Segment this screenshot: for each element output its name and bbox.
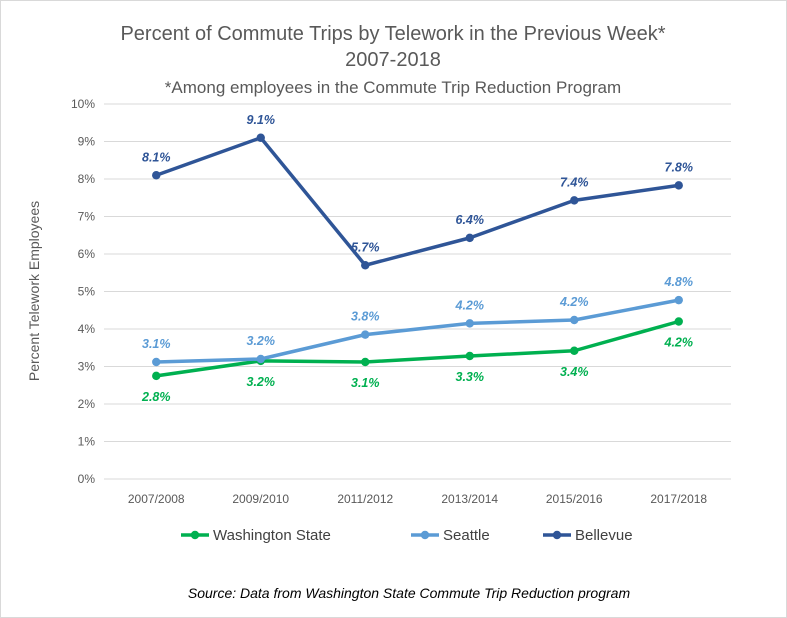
legend: Washington State Seattle Bellevue (181, 527, 633, 544)
data-point-bellevue (256, 133, 265, 142)
data-label-bellevue: 5.7% (351, 240, 380, 254)
data-labels: 2.8% 3.2% 3.1% 3.3% 3.4% 4.2% 3.1% 3.2% 3.8% 4.2%… (141, 113, 693, 404)
y-tick-label: 7% (78, 210, 96, 224)
legend-marker-seattle (420, 530, 430, 540)
legend-label-washington-state: Washington State (213, 527, 331, 544)
x-tick-label: 2017/2018 (650, 492, 707, 506)
legend-label-seattle: Seattle (443, 527, 490, 544)
series-bellevue (152, 133, 683, 270)
data-label-washington-state: 3.1% (351, 376, 380, 390)
series-washington-state (152, 317, 683, 381)
y-axis-label: Percent Telework Employees (26, 201, 42, 381)
series-line-washington-state (154, 319, 681, 378)
data-point-bellevue (152, 171, 161, 180)
y-tick-label: 0% (78, 472, 96, 486)
legend-label-bellevue: Bellevue (575, 527, 633, 544)
data-label-seattle: 4.8% (664, 275, 694, 289)
legend-item-seattle: Seattle (411, 527, 490, 544)
data-point-seattle (256, 354, 265, 364)
data-label-seattle: 4.2% (455, 298, 485, 312)
x-tick-label: 2009/2010 (232, 492, 289, 506)
series-group (152, 133, 683, 381)
y-tick-label: 10% (71, 97, 95, 111)
x-tick-label: 2007/2008 (128, 492, 185, 506)
source-note: Source: Data from Washington State Commu… (188, 585, 631, 601)
data-label-washington-state: 2.8% (141, 390, 171, 404)
data-label-seattle: 3.2% (247, 334, 276, 348)
y-tick-label: 2% (78, 397, 96, 411)
y-tick-label: 4% (78, 322, 96, 336)
y-axis-ticks: 0% 1% 2% 3% 4% 5% 6% 7% 8% 9% 10% (71, 97, 95, 486)
data-point-seattle (465, 319, 474, 328)
y-tick-label: 8% (78, 172, 96, 186)
data-label-washington-state: 3.4% (560, 365, 589, 379)
chart-title: Percent of Commute Trips by Telework in … (120, 23, 665, 45)
data-point-washington-state (361, 357, 370, 367)
data-point-seattle (570, 315, 579, 325)
y-tick-label: 5% (78, 285, 96, 299)
y-tick-label: 9% (78, 135, 96, 149)
data-label-seattle: 3.1% (142, 337, 171, 351)
data-point-seattle (674, 295, 683, 305)
data-point-washington-state (674, 317, 683, 326)
data-point-washington-state (152, 371, 161, 381)
data-label-bellevue: 6.4% (456, 213, 485, 227)
data-point-bellevue (465, 233, 474, 243)
data-label-seattle: 3.8% (351, 310, 380, 324)
data-label-washington-state: 3.3% (456, 370, 485, 384)
data-point-seattle (361, 330, 370, 339)
data-label-washington-state: 4.2% (664, 336, 694, 350)
chart-title-years: 2007-2018 (345, 49, 441, 71)
data-point-seattle (152, 357, 161, 367)
data-label-bellevue: 8.1% (142, 150, 171, 164)
y-tick-label: 3% (78, 360, 96, 374)
x-tick-label: 2013/2014 (441, 492, 498, 506)
data-point-washington-state (570, 346, 579, 355)
legend-item-washington-state: Washington State (181, 527, 331, 544)
data-label-seattle: 4.2% (559, 295, 589, 309)
x-tick-label: 2015/2016 (546, 492, 603, 506)
data-label-bellevue: 7.4% (560, 175, 589, 189)
legend-item-bellevue: Bellevue (543, 527, 633, 544)
x-axis-ticks: 2007/2008 2009/2010 2011/2012 2013/2014 2015… (128, 492, 708, 506)
data-point-bellevue (570, 196, 579, 205)
data-label-washington-state: 3.2% (247, 375, 276, 389)
y-tick-label: 1% (78, 435, 96, 449)
legend-marker-bellevue (552, 530, 562, 540)
series-line-bellevue (154, 136, 681, 267)
data-point-bellevue (361, 261, 370, 270)
data-point-washington-state (465, 351, 474, 361)
series-seattle (152, 295, 683, 367)
legend-marker-washington-state (190, 530, 200, 540)
data-label-bellevue: 7.8% (665, 160, 694, 174)
series-line-seattle (154, 298, 681, 364)
y-tick-label: 6% (78, 247, 96, 261)
data-label-bellevue: 9.1% (247, 113, 276, 127)
chart-subtitle: *Among employees in the Commute Trip Red… (165, 78, 621, 97)
x-tick-label: 2011/2012 (337, 492, 393, 506)
data-point-bellevue (674, 181, 683, 190)
